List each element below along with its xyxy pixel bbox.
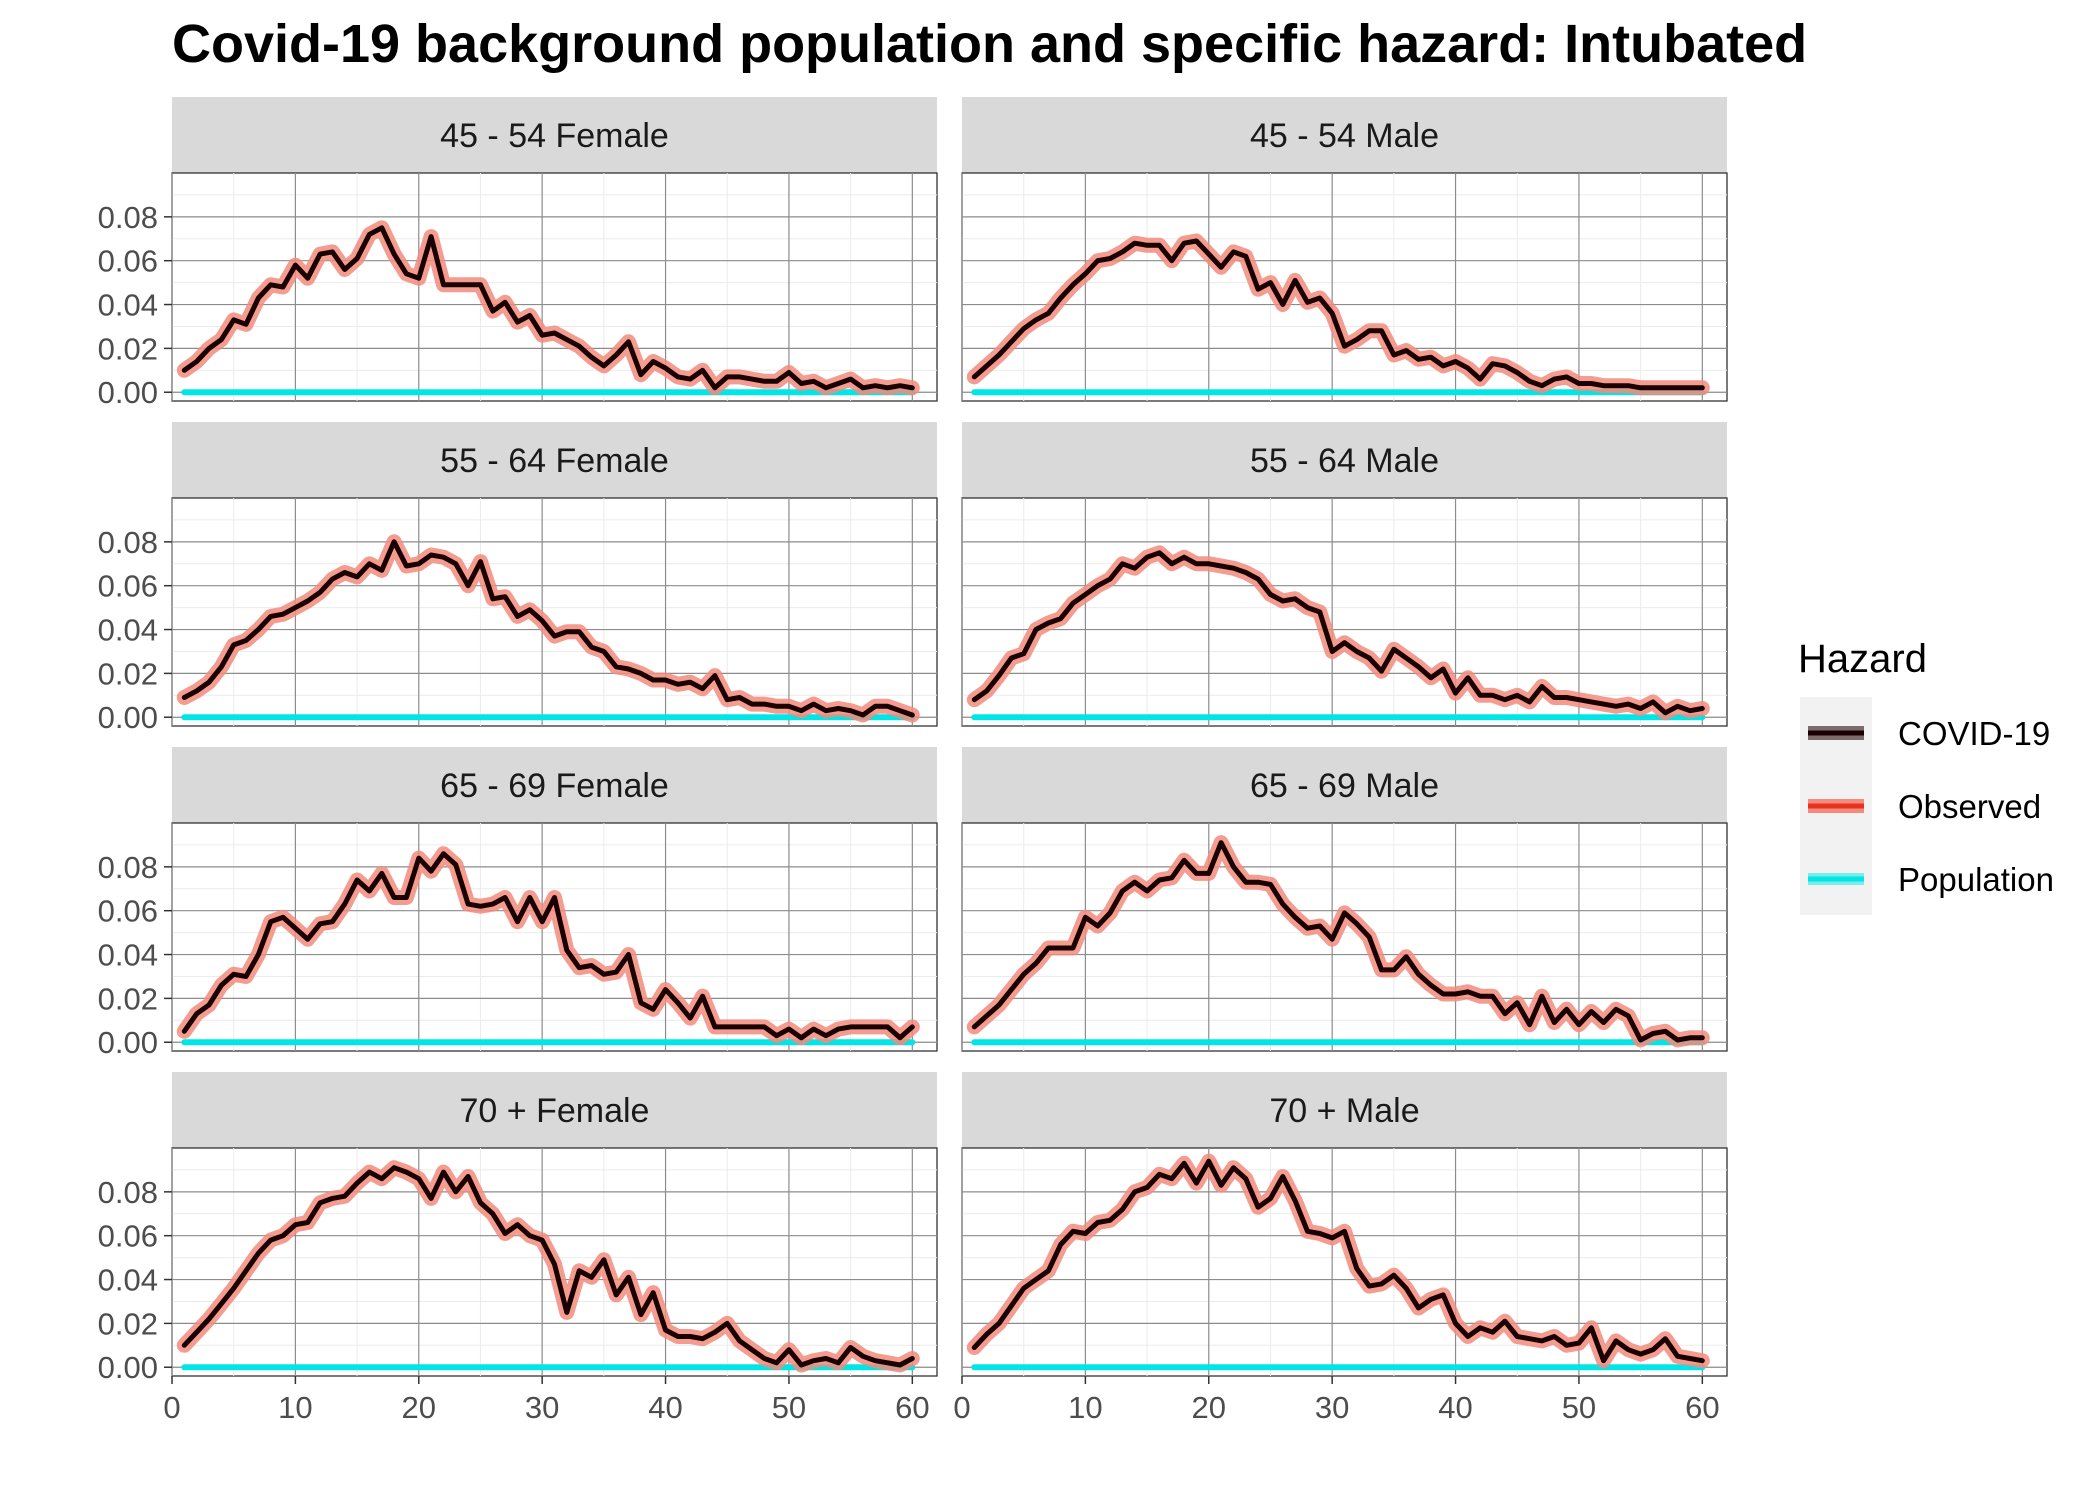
legend-entry-label: COVID-19	[1898, 715, 2050, 752]
y-tick-label: 0.08	[98, 1175, 158, 1210]
panel-background	[961, 497, 1728, 727]
covid19-series-line	[971, 238, 1705, 391]
facet-strip	[962, 422, 1727, 498]
facet-strip	[962, 747, 1727, 823]
x-tick-label: 40	[1438, 1390, 1472, 1425]
facet-strip	[172, 422, 937, 498]
y-tick-label: 0.04	[98, 288, 158, 323]
facet-strip	[962, 97, 1727, 173]
y-tick-label: 0.02	[98, 331, 158, 366]
y-tick-label: 0.00	[98, 1350, 158, 1385]
x-tick-label: 10	[1068, 1390, 1102, 1425]
facet-strip	[172, 97, 937, 173]
x-tick-label: 30	[525, 1390, 559, 1425]
y-tick-label: 0.04	[98, 938, 158, 973]
y-tick-label: 0.02	[98, 656, 158, 691]
legend-entry-label: Population	[1898, 861, 2054, 898]
x-tick-label: 0	[953, 1390, 970, 1425]
y-tick-label: 0.08	[98, 200, 158, 235]
x-tick-label: 60	[895, 1390, 929, 1425]
x-tick-label: 20	[1192, 1390, 1226, 1425]
y-tick-label: 0.08	[98, 525, 158, 560]
facet-strip-label: 55 - 64 Male	[1250, 442, 1439, 480]
panel-background	[171, 822, 938, 1052]
y-tick-label: 0.04	[98, 613, 158, 648]
x-tick-label: 10	[278, 1390, 312, 1425]
x-tick-label: 0	[163, 1390, 180, 1425]
facet-strip	[172, 1072, 937, 1148]
y-tick-label: 0.00	[98, 700, 158, 735]
y-tick-label: 0.00	[98, 375, 158, 410]
y-tick-label: 0.02	[98, 1306, 158, 1341]
facet-panel: 70 + Male 0 10 20 30 40 50 60	[953, 1072, 1728, 1425]
covid19-series-line	[181, 539, 915, 718]
facet-strip-label: 55 - 64 Female	[440, 442, 669, 480]
x-tick-label: 50	[1562, 1390, 1596, 1425]
legend-items: COVID-19 Observed Population	[1808, 715, 2054, 898]
facet-panel: 55 - 64 Male	[961, 422, 1728, 727]
gridlines	[961, 823, 1727, 1051]
x-tick-label: 50	[772, 1390, 806, 1425]
facet-panel: 55 - 64 Female 0.00 0.02 0.04 0.06 0.08	[98, 422, 938, 735]
facet-panel: 45 - 54 Male	[961, 97, 1728, 402]
legend-title: Hazard	[1798, 637, 1927, 681]
y-tick-label: 0.06	[98, 1219, 158, 1254]
covid19-series-line	[181, 1165, 915, 1368]
facet-strip-label: 45 - 54 Male	[1250, 117, 1439, 155]
facet-strip-label: 45 - 54 Female	[440, 117, 669, 155]
y-tick-label: 0.04	[98, 1263, 158, 1298]
covid19-series-line	[181, 225, 915, 391]
facet-strip	[962, 1072, 1727, 1148]
facet-panel: 65 - 69 Female 0.00 0.02 0.04 0.06 0.08	[98, 747, 938, 1060]
x-tick-label: 20	[402, 1390, 436, 1425]
facet-strip-label: 65 - 69 Female	[440, 767, 669, 805]
panel-background	[171, 172, 938, 402]
facet-strip-label: 70 + Female	[460, 1092, 650, 1130]
y-tick-label: 0.02	[98, 981, 158, 1016]
legend-entry-label: Observed	[1898, 788, 2041, 825]
covid19-series-line	[971, 840, 1705, 1043]
y-tick-label: 0.06	[98, 569, 158, 604]
facet-panel: 65 - 69 Male	[961, 747, 1728, 1052]
y-tick-label: 0.00	[98, 1025, 158, 1060]
facet-panel: 70 + Female 0.00 0.02 0.04 0.06 0.08 0 10 20 30 40…	[98, 1072, 938, 1425]
covid19-series-line	[971, 1158, 1705, 1364]
panel-background	[961, 172, 1728, 402]
facet-panel: 45 - 54 Female 0.00 0.02 0.04 0.06 0.08	[98, 97, 938, 410]
x-tick-label: 30	[1315, 1390, 1349, 1425]
x-tick-label: 60	[1685, 1390, 1719, 1425]
facet-strip	[172, 747, 937, 823]
facet-strip-label: 65 - 69 Male	[1250, 767, 1439, 805]
y-tick-label: 0.06	[98, 244, 158, 279]
facet-strip-label: 70 + Male	[1269, 1092, 1419, 1130]
y-tick-label: 0.06	[98, 894, 158, 929]
covid19-series-line	[971, 550, 1705, 716]
y-tick-label: 0.08	[98, 850, 158, 885]
x-tick-label: 40	[648, 1390, 682, 1425]
chart-title: Covid-19 background population and speci…	[172, 14, 1807, 74]
legend: Hazard COVID-19 Observed Population	[1798, 637, 2054, 915]
covid19-series-line	[181, 851, 915, 1041]
